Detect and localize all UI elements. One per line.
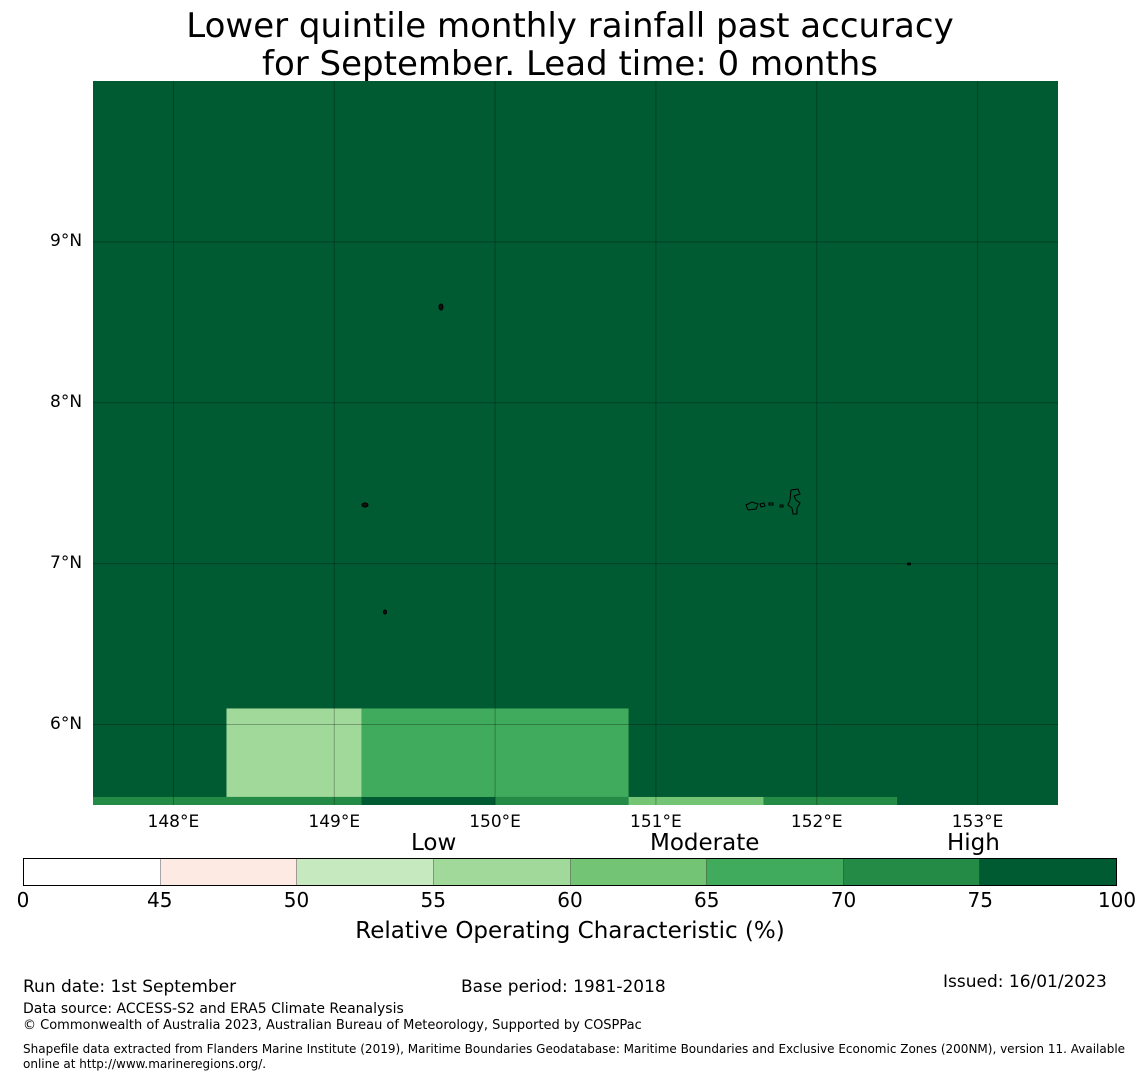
copyright-notice: © Commonwealth of Australia 2023, Austra… [23,1018,642,1033]
colorbar-segment [843,859,981,885]
colorbar-tick-label: 70 [830,888,857,912]
colorbar-segment [160,859,298,885]
colorbar-segment [433,859,571,885]
latitude-label: 9°N [50,230,83,251]
island-outline [361,502,369,508]
colorbar-tick-label: 75 [967,888,993,912]
colorbar-segment [707,859,844,885]
issued-date: Issued: 16/01/2023 [943,972,1107,992]
colorbar-segment [980,859,1116,885]
map-background [93,81,1058,805]
shapefile-credit: Shapefile data extracted from Flanders M… [23,1042,1126,1071]
island-outlines [361,303,911,615]
island-outline [907,562,911,566]
colorbar-label: Relative Operating Characteristic (%) [355,918,785,944]
roc-grid-cell [763,796,898,805]
colorbar-segment [24,859,161,885]
colorbar-tick-label: 100 [1097,888,1137,912]
map-title-line-1: Lower quintile monthly rainfall past acc… [186,6,954,46]
run-date: Run date: 1st September [23,977,237,997]
island-outline [438,303,444,311]
colorbar-tick-label: 50 [283,888,310,912]
colorbar-tick-label: 45 [147,888,173,912]
longitude-label: 152°E [790,812,843,832]
colorbar-segment [297,859,434,885]
longitude-label: 153°E [951,812,1004,832]
colorbar [23,858,1117,886]
base-period: Base period: 1981-2018 [461,977,666,997]
colorbar-tick-label: 55 [420,888,446,912]
island-outline [383,609,387,615]
colorbar-tick-label: 65 [694,888,720,912]
latitude-label: 6°N [50,713,83,734]
category-label-high: High [947,830,1000,856]
latitude-label: 7°N [50,552,83,573]
roc-grid-cell [495,796,629,805]
longitude-label: 151°E [630,812,682,832]
data-source: Data source: ACCESS-S2 and ERA5 Climate … [23,1001,404,1017]
roc-grid-cell [226,708,362,797]
colorbar-tick-label: 0 [16,888,30,912]
category-label-low: Low [411,830,457,856]
latitude-label: 8°N [50,391,83,412]
roc-grid-cell [361,708,629,797]
roc-grid-cell [628,796,764,805]
colorbar-tick-label: 60 [557,888,583,912]
colorbar-segment [570,859,708,885]
map-title-line-2: for September. Lead time: 0 months [261,44,879,84]
longitude-label: 148°E [147,812,200,832]
longitude-label: 150°E [469,812,521,832]
roc-grid-cell [93,796,362,805]
longitude-label: 149°E [308,812,361,832]
island-cluster-outline [745,488,801,515]
category-label-moderate: Moderate [650,830,760,856]
roc-map [93,81,1058,805]
